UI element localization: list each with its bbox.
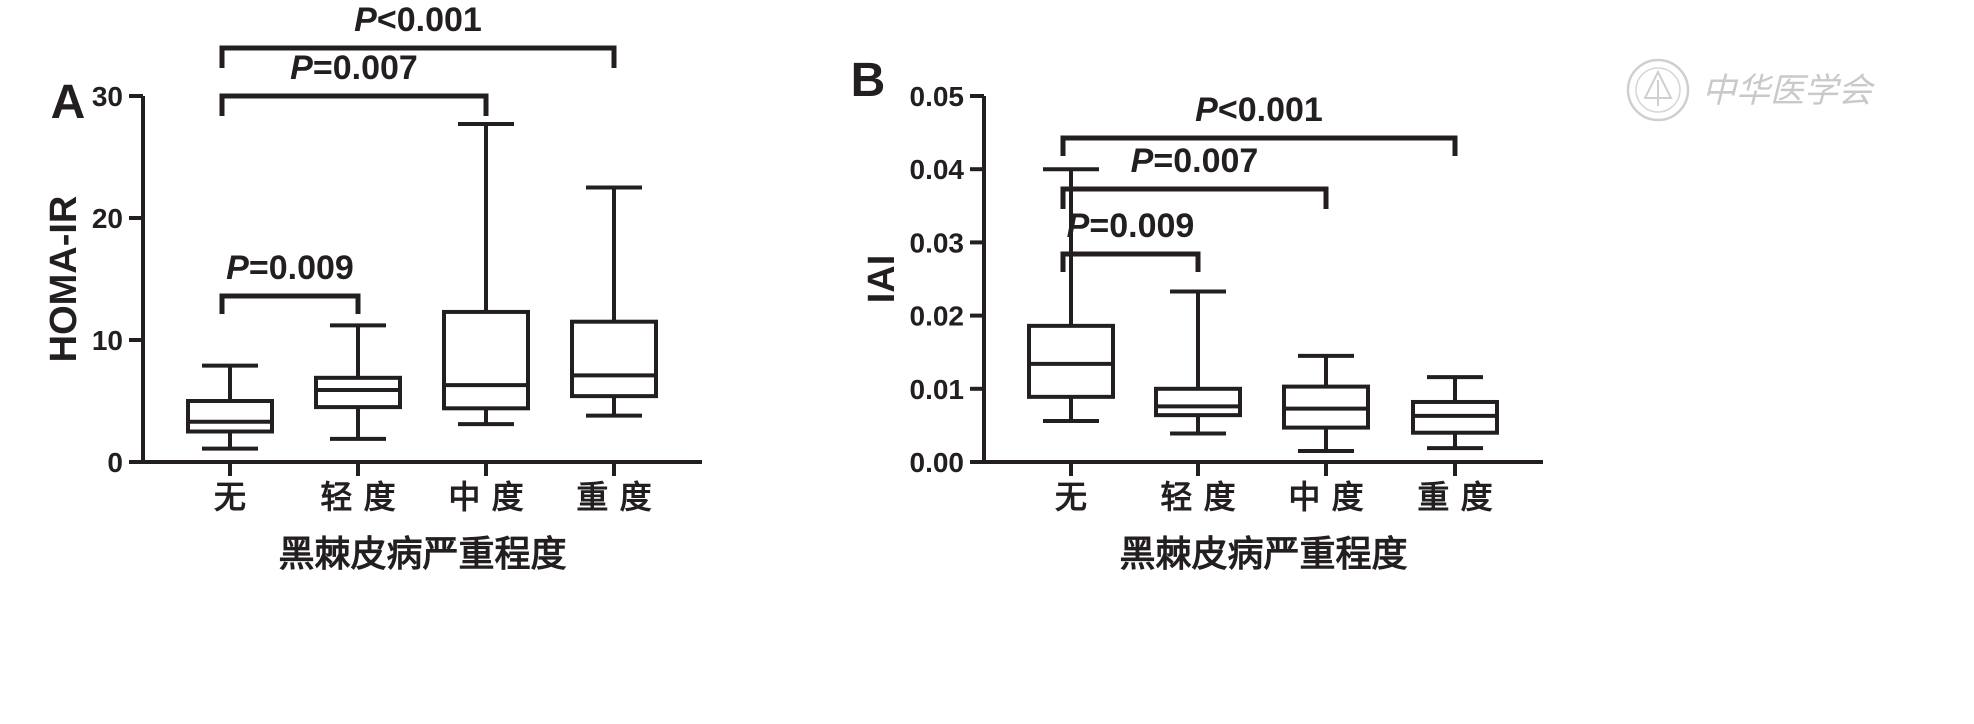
p-value: <0.001	[377, 1, 482, 39]
p-value: =0.007	[313, 49, 418, 87]
p-value-label: P=0.009	[226, 249, 354, 287]
p-value: <0.001	[1218, 91, 1323, 129]
y-tick-label: 10	[92, 325, 123, 356]
y-tick-label: 30	[92, 81, 123, 112]
panel-b: B 0.00 0.01 0.02 0.03 0.04 0.05 IAI 无 轻 度 中 度 重 度黑棘…	[851, 54, 1543, 575]
significance-bracket: P=0.009	[219, 249, 361, 314]
box-iqr	[570, 319, 658, 399]
p-value-label: P<0.001	[354, 1, 482, 39]
p-value: =0.009	[249, 249, 354, 287]
panel-letter: B	[851, 54, 886, 107]
p-value-label: P=0.007	[1131, 142, 1259, 180]
p-symbol: P	[1131, 142, 1154, 180]
box-1	[1027, 167, 1115, 424]
y-tick-label: 0.00	[910, 447, 965, 478]
p-value-label: P=0.009	[1067, 207, 1195, 245]
significance-bracket: P<0.001	[1060, 91, 1458, 156]
x-tick-label: 无	[214, 478, 246, 516]
box-3	[1282, 353, 1370, 454]
x-tick-label: 中 度	[448, 478, 523, 516]
significance-bracket: P<0.001	[219, 1, 617, 68]
significance-bracket: P=0.009	[1060, 207, 1201, 272]
x-tick-label: 中 度	[1288, 478, 1363, 516]
significance-bracket: P=0.007	[1060, 142, 1329, 209]
box-iqr	[314, 375, 402, 410]
y-tick-label: 0.04	[910, 154, 965, 185]
watermark: 中华医学会	[1626, 58, 1876, 122]
p-symbol: P	[290, 49, 313, 87]
box-2	[314, 323, 402, 441]
y-tick-label: 0.01	[910, 374, 965, 405]
box-4	[570, 185, 658, 418]
panel-letter: A	[51, 76, 86, 129]
x-tick-label: 轻 度	[320, 478, 395, 516]
x-tick-label: 重 度	[1417, 478, 1492, 516]
y-tick-label: 0.03	[910, 227, 965, 258]
bracket-line	[1060, 251, 1201, 272]
x-axis-label: 黑棘皮病严重程度	[278, 534, 566, 575]
box-1	[186, 363, 274, 451]
box-iqr	[1154, 386, 1242, 418]
box-3	[442, 122, 530, 427]
bracket-line	[219, 293, 361, 314]
x-tick-label: 轻 度	[1160, 478, 1235, 516]
p-symbol: P	[1067, 207, 1090, 245]
p-symbol: P	[226, 249, 249, 287]
x-tick-label: 无	[1055, 478, 1087, 516]
significance-bracket: P=0.007	[219, 49, 489, 116]
p-symbol: P	[1195, 91, 1218, 129]
box-2	[1154, 289, 1242, 436]
bracket-line	[219, 45, 617, 68]
y-tick-label: 0.05	[910, 81, 965, 112]
p-value: =0.007	[1153, 142, 1258, 180]
box-4	[1411, 375, 1499, 451]
x-tick-label: 重 度	[576, 478, 651, 516]
watermark-text: 中华医学会	[1702, 71, 1876, 111]
bracket-line	[219, 93, 489, 116]
y-tick-label: 20	[92, 203, 123, 234]
p-value-label: P=0.007	[290, 49, 418, 87]
box-iqr	[442, 309, 530, 411]
panel-a: A0102030HOMA-IR无轻 度中 度重 度黑棘皮病严重程度P<0.001…	[43, 1, 702, 575]
x-axis-label: 黑棘皮病严重程度	[1119, 534, 1407, 575]
y-tick-label: 0.02	[910, 301, 965, 332]
y-tick-label: 0	[107, 447, 123, 478]
bracket-line	[1060, 135, 1458, 156]
y-axis-label: IAI	[861, 255, 903, 304]
box-iqr	[1027, 323, 1115, 399]
box-iqr	[186, 399, 274, 434]
watermark-seal-icon	[1626, 58, 1690, 122]
y-axis-label: HOMA-IR	[43, 196, 85, 363]
p-value-label: P<0.001	[1195, 91, 1323, 129]
p-symbol: P	[354, 1, 377, 39]
p-value: =0.009	[1089, 207, 1194, 245]
bracket-line	[1060, 186, 1329, 209]
